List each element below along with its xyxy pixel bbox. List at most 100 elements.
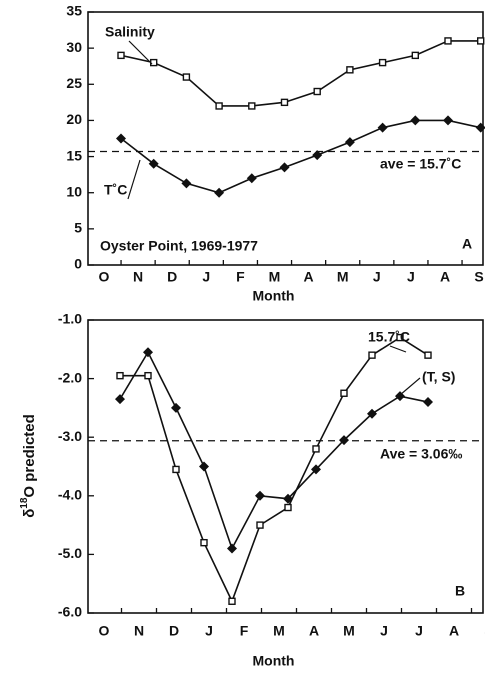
point	[143, 347, 153, 358]
panel-label: B	[455, 583, 465, 599]
point	[313, 87, 321, 96]
point	[284, 503, 292, 512]
point	[116, 133, 126, 144]
y-tick-label: -4.0	[58, 487, 82, 503]
label-leader	[127, 159, 141, 200]
reference-label: ave = 15.7˚C	[380, 156, 461, 172]
point	[200, 538, 208, 547]
x-tick-label: J	[205, 623, 213, 639]
series-line	[120, 336, 429, 604]
x-tick-label: J	[373, 269, 381, 285]
point	[148, 158, 159, 169]
x-tick-label: D	[169, 623, 179, 639]
point	[171, 402, 181, 413]
y-label-sup: 18	[19, 497, 30, 509]
x-tick-label: F	[236, 269, 245, 285]
label-leader	[128, 40, 153, 65]
point	[248, 102, 256, 110]
y-tick-label: 15	[66, 147, 82, 163]
y-axis-label-text: δ18O predicted	[19, 414, 38, 518]
x-tick-label: A	[309, 623, 319, 639]
point	[367, 408, 377, 419]
x-tick-label: A	[440, 269, 450, 285]
point	[339, 435, 349, 446]
point	[228, 597, 236, 605]
point	[214, 187, 225, 198]
label-leader	[389, 345, 407, 353]
x-tick-label: O	[99, 269, 110, 285]
point	[312, 150, 323, 161]
point	[279, 162, 290, 173]
y-tick-label: 10	[66, 183, 82, 199]
point	[444, 37, 452, 45]
x-tick-label: D	[167, 269, 177, 285]
point	[311, 464, 321, 475]
point	[149, 58, 158, 67]
y-tick-label: -3.0	[58, 428, 82, 444]
x-tick-label: S	[474, 269, 483, 285]
point	[227, 543, 237, 554]
x-axis-label: Month	[253, 653, 295, 669]
point	[215, 102, 223, 110]
series-line	[120, 119, 481, 194]
y-label-main: O predicted	[21, 414, 38, 497]
point	[368, 351, 376, 359]
x-tick-label: J	[202, 269, 210, 285]
point	[424, 351, 432, 359]
panel-label: A	[462, 236, 472, 252]
series-line	[119, 350, 429, 551]
reference-label: Ave = 3.06‰	[380, 446, 462, 462]
y-tick-label: 5	[74, 220, 82, 236]
point	[181, 178, 192, 189]
y-axis-label: δ18O predicted	[19, 414, 38, 518]
plot-frame	[87, 11, 484, 266]
x-tick-label: M	[269, 269, 281, 285]
x-tick-label: N	[134, 623, 144, 639]
point	[199, 461, 209, 472]
x-tick-label: M	[343, 623, 355, 639]
point	[312, 445, 320, 453]
point	[246, 173, 257, 184]
y-tick-label: -5.0	[58, 545, 82, 561]
point	[117, 51, 125, 60]
point	[378, 58, 387, 67]
point	[340, 389, 348, 397]
x-tick-label: O	[99, 623, 110, 639]
y-tick-label: 35	[66, 3, 82, 19]
x-tick-label: J	[380, 623, 388, 639]
point	[283, 493, 293, 504]
y-tick-label: 0	[74, 256, 82, 272]
point	[377, 122, 388, 133]
x-tick-label: A	[304, 269, 314, 285]
series-line	[120, 40, 481, 107]
plot-frame	[87, 319, 484, 614]
y-tick-label: 20	[66, 111, 82, 127]
y-label-prefix: δ	[21, 509, 38, 518]
point	[396, 333, 404, 342]
point	[346, 66, 354, 74]
x-axis-label: Month	[253, 288, 295, 304]
x-tick-label: F	[240, 623, 249, 639]
point	[172, 465, 180, 474]
point	[280, 98, 289, 107]
series-label: (T, S)	[422, 369, 455, 385]
point	[144, 371, 152, 380]
y-tick-label: 30	[66, 39, 82, 55]
point	[182, 73, 191, 81]
point	[423, 397, 433, 408]
point	[256, 521, 264, 529]
y-tick-label: -1.0	[58, 311, 82, 327]
x-tick-label: M	[337, 269, 349, 285]
point	[115, 394, 125, 405]
point	[344, 137, 355, 148]
series-label: T˚C	[104, 182, 127, 198]
x-tick-label: M	[273, 623, 285, 639]
label-leader	[399, 377, 421, 396]
y-tick-label: 25	[66, 75, 82, 91]
series-label: 15.7˚C	[368, 329, 410, 345]
x-tick-label: N	[133, 269, 143, 285]
x-tick-label: J	[415, 623, 423, 639]
point	[255, 490, 265, 501]
x-tick-label: J	[407, 269, 415, 285]
